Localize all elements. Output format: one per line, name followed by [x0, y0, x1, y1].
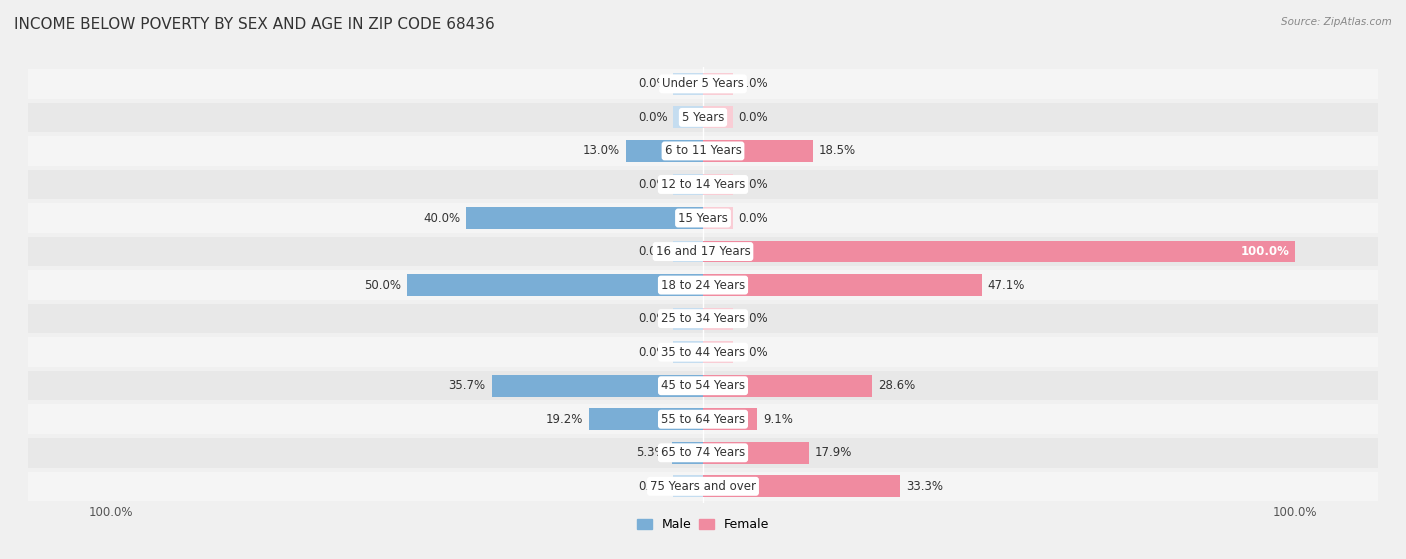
Text: 6 to 11 Years: 6 to 11 Years: [665, 144, 741, 158]
Bar: [703, 274, 981, 296]
Text: 45 to 54 Years: 45 to 54 Years: [661, 379, 745, 392]
Text: 0.0%: 0.0%: [738, 211, 768, 225]
Bar: [22, 338, 1384, 367]
Bar: [406, 274, 703, 296]
Bar: [703, 408, 756, 430]
Bar: [626, 140, 703, 162]
Text: 0.0%: 0.0%: [638, 178, 668, 191]
Bar: [703, 73, 733, 94]
Bar: [589, 408, 703, 430]
Bar: [703, 375, 872, 397]
Bar: [492, 375, 703, 397]
Text: 0.0%: 0.0%: [638, 480, 668, 493]
Bar: [703, 240, 1295, 263]
Bar: [673, 173, 703, 195]
Text: 13.0%: 13.0%: [583, 144, 620, 158]
Bar: [22, 103, 1384, 132]
Legend: Male, Female: Male, Female: [631, 513, 775, 536]
Bar: [22, 271, 1384, 300]
Text: 5.3%: 5.3%: [636, 446, 665, 459]
Bar: [22, 237, 1384, 266]
Bar: [673, 106, 703, 128]
Bar: [673, 341, 703, 363]
Text: INCOME BELOW POVERTY BY SEX AND AGE IN ZIP CODE 68436: INCOME BELOW POVERTY BY SEX AND AGE IN Z…: [14, 17, 495, 32]
Text: 0.0%: 0.0%: [738, 77, 768, 91]
Bar: [703, 442, 808, 464]
Text: 50.0%: 50.0%: [364, 278, 401, 292]
Text: 0.0%: 0.0%: [738, 111, 768, 124]
Text: 18 to 24 Years: 18 to 24 Years: [661, 278, 745, 292]
Bar: [703, 476, 900, 498]
Bar: [673, 307, 703, 330]
Text: 12 to 14 Years: 12 to 14 Years: [661, 178, 745, 191]
Text: 17.9%: 17.9%: [815, 446, 852, 459]
Text: 40.0%: 40.0%: [423, 211, 460, 225]
Bar: [673, 73, 703, 94]
Text: 65 to 74 Years: 65 to 74 Years: [661, 446, 745, 459]
Bar: [22, 371, 1384, 400]
Bar: [22, 69, 1384, 98]
Bar: [703, 207, 733, 229]
Text: 33.3%: 33.3%: [905, 480, 943, 493]
Text: Under 5 Years: Under 5 Years: [662, 77, 744, 91]
Text: 0.0%: 0.0%: [638, 111, 668, 124]
Text: 35.7%: 35.7%: [449, 379, 485, 392]
Bar: [22, 170, 1384, 199]
Bar: [673, 240, 703, 263]
Text: 18.5%: 18.5%: [818, 144, 856, 158]
Bar: [703, 140, 813, 162]
Bar: [467, 207, 703, 229]
Text: 100.0%: 100.0%: [1240, 245, 1289, 258]
Text: 16 and 17 Years: 16 and 17 Years: [655, 245, 751, 258]
Text: 9.1%: 9.1%: [763, 413, 793, 426]
Text: 5 Years: 5 Years: [682, 111, 724, 124]
Text: 35 to 44 Years: 35 to 44 Years: [661, 345, 745, 359]
Text: 0.0%: 0.0%: [738, 345, 768, 359]
Bar: [22, 304, 1384, 333]
Text: 75 Years and over: 75 Years and over: [650, 480, 756, 493]
Bar: [703, 106, 733, 128]
Bar: [22, 438, 1384, 467]
Text: 55 to 64 Years: 55 to 64 Years: [661, 413, 745, 426]
Bar: [22, 136, 1384, 165]
Text: 28.6%: 28.6%: [879, 379, 915, 392]
Bar: [22, 405, 1384, 434]
Text: Source: ZipAtlas.com: Source: ZipAtlas.com: [1281, 17, 1392, 27]
Text: 0.0%: 0.0%: [638, 245, 668, 258]
Text: 15 Years: 15 Years: [678, 211, 728, 225]
Text: 0.0%: 0.0%: [638, 77, 668, 91]
Text: 25 to 34 Years: 25 to 34 Years: [661, 312, 745, 325]
Text: 0.0%: 0.0%: [738, 312, 768, 325]
Text: 0.0%: 0.0%: [738, 178, 768, 191]
Bar: [672, 442, 703, 464]
Bar: [673, 476, 703, 498]
Bar: [22, 472, 1384, 501]
Bar: [703, 307, 733, 330]
Text: 0.0%: 0.0%: [638, 312, 668, 325]
Text: 0.0%: 0.0%: [638, 345, 668, 359]
Bar: [22, 203, 1384, 233]
Bar: [703, 341, 733, 363]
Text: 19.2%: 19.2%: [546, 413, 583, 426]
Text: 47.1%: 47.1%: [988, 278, 1025, 292]
Bar: [703, 173, 733, 195]
